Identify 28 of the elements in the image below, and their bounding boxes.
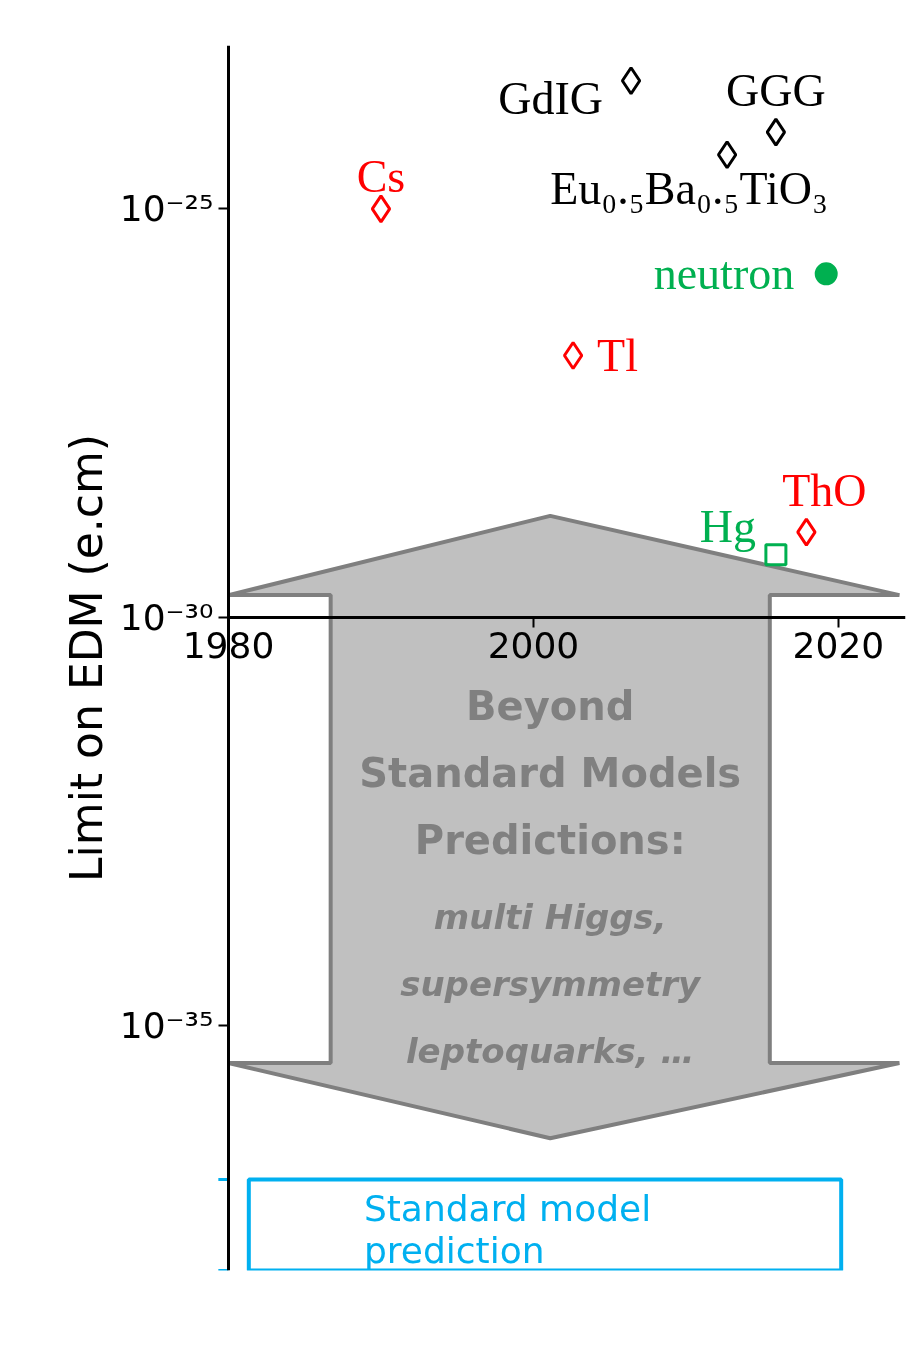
point: [796, 517, 817, 547]
y-axis-title: Limit on EDM (e.cm): [60, 434, 112, 882]
point: [764, 543, 788, 567]
point: [814, 262, 838, 286]
series-label: Hg: [699, 501, 756, 553]
annotation: supersymmetry: [400, 963, 703, 1004]
point: [716, 140, 738, 170]
series-label: GGG: [726, 64, 826, 116]
series-label: Eu₀.₅Ba₀.₅TiO₃: [550, 163, 829, 215]
annotation: Predictions:: [414, 816, 686, 863]
annotation: Standard Models: [359, 749, 742, 796]
annotation: Beyond: [466, 682, 635, 729]
annotation: multi Higgs,: [433, 896, 667, 937]
x-tick-label: 2000: [487, 625, 580, 667]
y-tick-label: 10⁻²⁵: [119, 188, 214, 230]
y-tick-label: 10⁻³⁵: [119, 1005, 214, 1046]
point: [765, 117, 787, 147]
series-label: GdIG: [498, 73, 604, 125]
band-label: Standard model prediction: [363, 1188, 652, 1271]
annotation: leptoquarks, …: [405, 1030, 695, 1071]
series-label: Cs: [356, 151, 406, 203]
series-label: ThO: [782, 464, 867, 516]
series-label: neutron: [653, 248, 795, 300]
point: [370, 194, 392, 224]
point: [620, 66, 642, 96]
x-tick-label: 2020: [792, 625, 885, 667]
series-label: Tl: [597, 330, 638, 381]
point: [562, 341, 584, 370]
